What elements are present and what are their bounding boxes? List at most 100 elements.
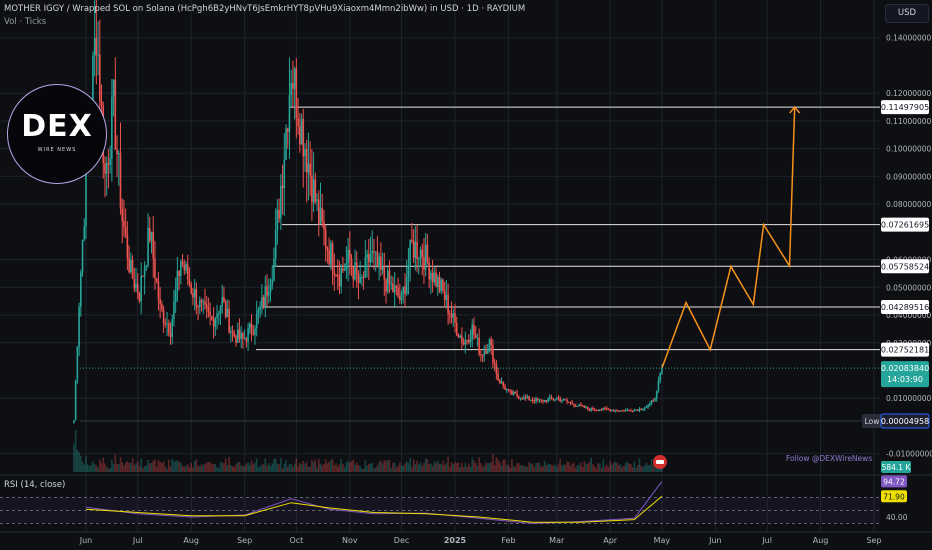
- price-tags: 0.11497905 0.07261695 0.05758524 0.04289516…: [80, 100, 930, 503]
- x-tick-label: Jul: [761, 536, 772, 545]
- candle: [262, 297, 265, 308]
- volume-bar: [643, 465, 646, 472]
- volume-bar: [512, 465, 515, 472]
- volume-bar: [267, 463, 270, 472]
- volume-bar: [297, 466, 299, 472]
- y-tick-label: 0.04000000: [886, 311, 932, 320]
- volume-bar: [566, 461, 568, 472]
- candle: [104, 163, 106, 174]
- projection-path[interactable]: [661, 105, 801, 369]
- volume-bar: [280, 457, 282, 472]
- candle: [388, 270, 391, 284]
- volume-bar: [247, 462, 249, 472]
- volume-bar: [78, 452, 80, 472]
- volume-bar: [595, 468, 598, 472]
- candle: [300, 118, 303, 145]
- volume-bar: [474, 462, 477, 472]
- candle: [304, 148, 306, 157]
- volume-bar: [195, 459, 198, 472]
- candle: [549, 397, 551, 399]
- volume-bar: [631, 467, 634, 472]
- volume-bar: [209, 461, 211, 472]
- volume-bar: [217, 468, 220, 472]
- volume-bar: [450, 462, 453, 472]
- volume-bar: [343, 467, 346, 472]
- candle: [167, 323, 170, 334]
- candle: [216, 313, 218, 318]
- volume-bar: [231, 466, 234, 472]
- candle: [571, 402, 574, 405]
- volume-bar: [652, 464, 655, 472]
- last-price-tag: [881, 361, 929, 388]
- volume-bar: [181, 466, 184, 472]
- volume-bar: [250, 460, 253, 472]
- volume-bar: [369, 463, 372, 472]
- volume-bar: [621, 467, 624, 472]
- level-tag-text: 0.11497905: [881, 103, 929, 112]
- volume-bar: [255, 458, 258, 472]
- volume-bar: [443, 464, 446, 472]
- y-tick-label: 0.14000000: [886, 34, 932, 43]
- candle: [190, 284, 192, 294]
- candle: [428, 261, 430, 280]
- candle: [347, 249, 349, 264]
- candle: [619, 410, 622, 412]
- volume-bar: [304, 463, 306, 472]
- volume-bar: [235, 464, 237, 472]
- volume-bar: [547, 463, 549, 472]
- level-tag: [881, 300, 929, 315]
- candle: [290, 82, 292, 96]
- candle: [311, 175, 313, 203]
- candle: [314, 179, 317, 202]
- rsi-value-text: 94.72: [883, 477, 905, 486]
- volume-bar: [366, 465, 368, 472]
- volume-bar: [550, 464, 553, 472]
- volume-bar: [416, 460, 418, 472]
- candle: [117, 152, 120, 155]
- volume-bar: [373, 468, 375, 472]
- candle: [223, 296, 225, 302]
- volume-bar: [478, 457, 480, 472]
- candle: [400, 292, 403, 301]
- volume-bar: [599, 463, 601, 472]
- watermark-text: Follow @DEXWireNews: [786, 454, 873, 463]
- candle: [221, 296, 224, 307]
- volume-bar: [197, 465, 199, 472]
- candle: [305, 148, 308, 173]
- volume-bar: [219, 461, 222, 472]
- level-tag: [881, 342, 929, 357]
- candle: [599, 409, 601, 411]
- candle: [73, 420, 75, 424]
- volume-bar: [466, 466, 468, 472]
- candle: [214, 317, 217, 327]
- volume-bar: [254, 462, 256, 472]
- volume-bar: [407, 463, 410, 472]
- candle: [635, 409, 637, 411]
- volume-bar: [162, 461, 165, 472]
- volume-bar: [555, 466, 558, 472]
- volume-bar: [378, 462, 380, 472]
- volume-bar: [114, 454, 117, 472]
- volume-bar: [76, 449, 79, 472]
- candle: [131, 260, 134, 279]
- volume-bar: [97, 467, 99, 472]
- currency-button[interactable]: USD: [885, 4, 929, 23]
- volume-bar: [157, 459, 160, 472]
- candle: [466, 339, 468, 341]
- volume-bar: [500, 465, 503, 472]
- candle: [380, 256, 382, 270]
- horizontal-levels[interactable]: [256, 106, 880, 351]
- candle: [430, 272, 432, 280]
- candle: [500, 381, 503, 384]
- x-tick-label: Mar: [549, 536, 565, 545]
- candle: [545, 399, 548, 402]
- candle: [352, 266, 355, 280]
- volume-bar: [104, 463, 106, 472]
- volume-bar: [459, 466, 461, 472]
- volume-bar: [471, 457, 474, 472]
- candle: [340, 268, 342, 287]
- y-tick-label: 0.12000000: [886, 89, 932, 98]
- candle: [481, 355, 484, 357]
- candle: [426, 244, 429, 262]
